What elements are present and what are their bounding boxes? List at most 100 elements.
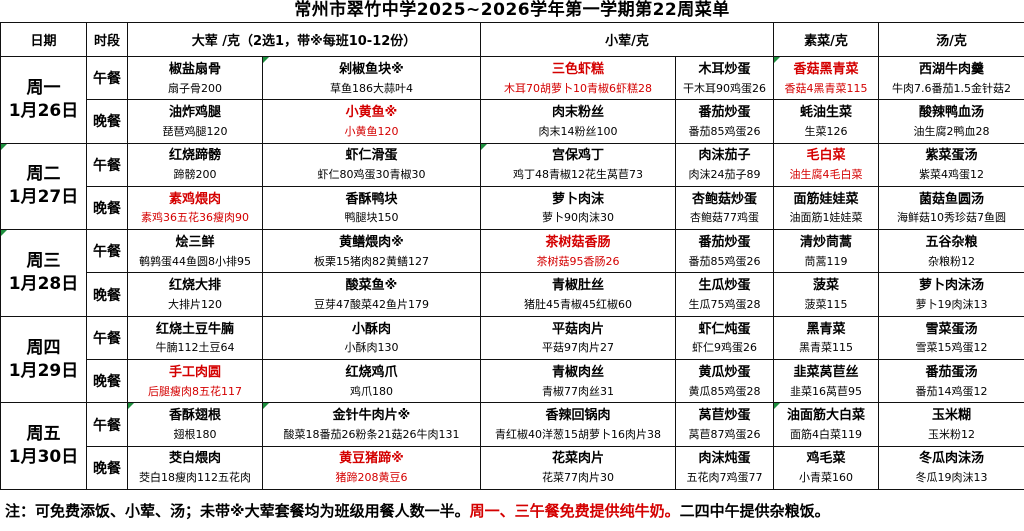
menu-cell[interactable]: 生瓜炒蛋 生瓜75鸡蛋28	[675, 272, 774, 317]
menu-cell[interactable]: 菠菜 菠菜115	[773, 272, 879, 317]
dish-ingredients: 豆芽47酸菜42鱼片179	[314, 298, 429, 312]
menu-cell[interactable]: 虾仁滑蛋 虾仁80鸡蛋30青椒30	[262, 142, 481, 187]
menu-cell[interactable]: 肉末粉丝 肉末14粉丝100	[480, 99, 676, 144]
menu-cell[interactable]: 毛白菜 油生腐4毛白菜	[773, 142, 879, 187]
menu-cell[interactable]: 黄鳝煨肉※ 板栗15猪肉82黄鳝127	[262, 229, 481, 274]
dish-ingredients: 青红椒40洋葱15胡萝卜16肉片38	[495, 427, 661, 441]
menu-cell[interactable]: 鸡毛菜 小青菜160	[773, 445, 879, 491]
menu-cell[interactable]: 黄豆猪蹄※ 猪蹄208黄豆6	[262, 445, 481, 491]
dish-ingredients: 五花肉7鸡蛋77	[686, 471, 763, 485]
menu-cell[interactable]: 小酥肉 小酥肉130	[262, 315, 481, 361]
dish-ingredients: 草鱼186大蒜叶4	[330, 81, 413, 95]
menu-cell[interactable]: 紫菜蛋汤 紫菜4鸡蛋12	[878, 142, 1024, 187]
dish-ingredients: 翅根180	[173, 427, 217, 441]
period-cell[interactable]: 晚餐	[86, 185, 128, 231]
menu-cell[interactable]: 剁椒鱼块※ 草鱼186大蒜叶4	[262, 55, 481, 101]
period-cell[interactable]: 午餐	[86, 402, 128, 447]
day-cell[interactable]: 周四 1月29日	[0, 315, 87, 404]
menu-cell[interactable]: 清炒茼蒿 茼蒿119	[773, 229, 879, 274]
dish-ingredients: 青椒77肉丝31	[542, 384, 614, 398]
menu-cell[interactable]: 黄瓜炒蛋 黄瓜85鸡蛋28	[675, 359, 774, 404]
menu-cell[interactable]: 香菇黑青菜 香菇4黑青菜115	[773, 55, 879, 101]
menu-cell[interactable]: 红烧鸡爪 鸡爪180	[262, 359, 481, 404]
period-cell[interactable]: 晚餐	[86, 359, 128, 404]
menu-cell[interactable]: 西湖牛肉羹 牛肉7.6番茄1.5金针菇2	[878, 55, 1024, 101]
dish-name: 清炒茼蒿	[799, 234, 852, 250]
cell-flag-icon	[263, 57, 269, 63]
menu-cell[interactable]: 番茄炒蛋 番茄85鸡蛋26	[675, 229, 774, 274]
menu-cell[interactable]: 香辣回锅肉青红椒40洋葱15胡萝卜16肉片38	[480, 402, 676, 447]
menu-cell[interactable]: 香酥鸭块 鸭腿块150	[262, 185, 481, 231]
dish-name: 生瓜炒蛋	[698, 278, 751, 294]
menu-cell[interactable]: 红烧大排 大排片120	[127, 272, 263, 317]
menu-cell[interactable]: 玉米糊 玉米粉12	[878, 402, 1024, 447]
menu-row: 周五 1月30日 午餐 香酥翅根 翅根180 金针牛肉片※ 酸菜18番茄26粉条21菇26牛…	[0, 402, 1024, 490]
menu-cell[interactable]: 木耳炒蛋 干木耳90鸡蛋26	[675, 55, 774, 101]
menu-cell[interactable]: 油炸鸡腿 琵琶鸡腿120	[127, 99, 263, 144]
period-cell[interactable]: 午餐	[86, 315, 128, 361]
day-cell[interactable]: 周二 1月27日	[0, 142, 87, 231]
period-cell[interactable]: 午餐	[86, 229, 128, 274]
col-header-date: 日期	[0, 22, 87, 57]
menu-cell[interactable]: 烩三鲜 鹌鹑蛋44鱼圆8小排95	[127, 229, 263, 274]
period-label: 午餐	[93, 71, 121, 88]
menu-cell[interactable]: 番茄蛋汤 番茄14鸡蛋12	[878, 359, 1024, 404]
menu-cell[interactable]: 平菇肉片 平菇97肉片27	[480, 315, 676, 361]
menu-cell[interactable]: 红烧蹄髈 蹄髈200	[127, 142, 263, 187]
menu-cell[interactable]: 酸菜鱼※ 豆芽47酸菜42鱼片179	[262, 272, 481, 317]
menu-cell[interactable]: 黑青菜 黑青菜115	[773, 315, 879, 361]
menu-cell[interactable]: 蚝油生菜 生菜126	[773, 99, 879, 144]
period-label: 午餐	[93, 157, 121, 174]
dish-name: 面筋娃娃菜	[793, 191, 859, 207]
menu-cell[interactable]: 香酥翅根 翅根180	[127, 402, 263, 447]
dish-name: 萝卜肉沫汤	[918, 278, 984, 294]
menu-cell[interactable]: 手工肉圆 后腿瘦肉8五花117	[127, 359, 263, 404]
menu-cell[interactable]: 酸辣鸭血汤 油生腐2鸭血28	[878, 99, 1024, 144]
menu-cell[interactable]: 菌菇鱼圆汤 海鲜菇10秀珍菇7鱼圆	[878, 185, 1024, 231]
menu-cell[interactable]: 金针牛肉片※ 酸菜18番茄26粉条21菇26牛肉131	[262, 402, 481, 447]
period-cell[interactable]: 午餐	[86, 142, 128, 187]
menu-cell[interactable]: 三色虾糕 木耳70胡萝卜10青椒6虾糕28	[480, 55, 676, 101]
menu-cell[interactable]: 虾仁炖蛋 虾仁9鸡蛋26	[675, 315, 774, 361]
dish-name: 油炸鸡腿	[168, 105, 221, 121]
menu-cell[interactable]: 五谷杂粮 杂粮粉12	[878, 229, 1024, 274]
menu-cell[interactable]: 肉沫炖蛋 五花肉7鸡蛋77	[675, 445, 774, 491]
menu-cell[interactable]: 萝卜肉沫汤 萝卜19肉沫13	[878, 272, 1024, 317]
menu-cell[interactable]: 茭白煨肉 茭白18瘦肉112五花肉	[127, 445, 263, 491]
menu-cell[interactable]: 杏鲍菇炒蛋 杏鲍菇77鸡蛋	[675, 185, 774, 231]
menu-cell[interactable]: 番茄炒蛋 番茄85鸡蛋26	[675, 99, 774, 144]
menu-cell[interactable]: 韭菜莴苣丝 韭菜16莴苣95	[773, 359, 879, 404]
period-cell[interactable]: 晚餐	[86, 272, 128, 317]
header-row: 日期 时段 大荤 /克（2选1，带※每班10-12份） 小荤/克 素菜/克 汤/…	[0, 22, 1024, 57]
menu-cell[interactable]: 素鸡煨肉 素鸡36五花36瘦肉90	[127, 185, 263, 231]
day-cell[interactable]: 周一 1月26日	[0, 56, 87, 144]
menu-cell[interactable]: 小黄鱼※ 小黄鱼120	[262, 99, 481, 144]
dish-ingredients: 扇子骨200	[168, 81, 222, 95]
menu-cell[interactable]: 面筋娃娃菜 油面筋1娃娃菜	[773, 185, 879, 231]
menu-cell[interactable]: 雪菜蛋汤 雪菜15鸡蛋12	[878, 315, 1024, 361]
menu-cell[interactable]: 肉沫茄子 肉沫24茄子89	[675, 142, 774, 187]
dish-ingredients: 干木耳90鸡蛋26	[683, 81, 766, 95]
menu-cell[interactable]: 青椒肉丝 青椒77肉丝31	[480, 359, 676, 404]
dish-name: 红烧土豆牛腩	[155, 321, 234, 337]
menu-cell[interactable]: 油面筋大白菜 面筋4白菜119	[773, 402, 879, 447]
menu-cell[interactable]: 萝卜肉沫 萝卜90肉沫30	[480, 185, 676, 231]
menu-cell[interactable]: 花菜肉片 花菜77肉片30	[480, 445, 676, 491]
dish-name: 毛白菜	[806, 148, 846, 164]
period-cell[interactable]: 晚餐	[86, 99, 128, 144]
menu-row: 周二 1月27日 午餐 红烧蹄髈 蹄髈200 虾仁滑蛋 虾仁80鸡蛋30青椒30 宫保鸡丁 鸡丁…	[0, 142, 1024, 231]
period-label: 午餐	[93, 244, 121, 261]
menu-cell[interactable]: 青椒肚丝 猪肚45青椒45红椒60	[480, 272, 676, 317]
period-cell[interactable]: 午餐	[86, 55, 128, 101]
dish-name: 青椒肚丝	[551, 278, 604, 294]
day-cell[interactable]: 周五 1月30日	[0, 402, 87, 490]
menu-cell[interactable]: 莴苣炒蛋 莴苣87鸡蛋26	[675, 402, 774, 447]
menu-cell[interactable]: 茶树菇香肠 茶树菇95香肠26	[480, 229, 676, 274]
menu-cell[interactable]: 椒盐扇骨 扇子骨200	[127, 55, 263, 101]
period-cell[interactable]: 晚餐	[86, 445, 128, 491]
menu-cell[interactable]: 红烧土豆牛腩 牛腩112土豆64	[127, 315, 263, 361]
menu-cell[interactable]: 宫保鸡丁 鸡丁48青椒12花生莴苣73	[480, 142, 676, 187]
menu-cell[interactable]: 冬瓜肉沫汤 冬瓜19肉沫13	[878, 445, 1024, 491]
day-cell[interactable]: 周三 1月28日	[0, 229, 87, 317]
dish-name: 香辣回锅肉	[545, 408, 611, 424]
